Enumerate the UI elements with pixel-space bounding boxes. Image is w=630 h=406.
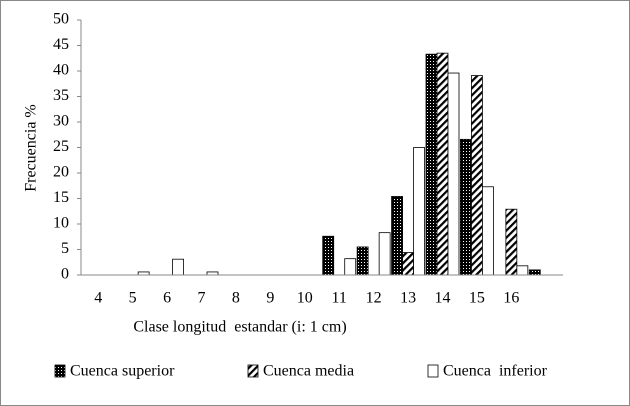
bar bbox=[413, 147, 425, 276]
bar bbox=[471, 75, 483, 276]
bar bbox=[460, 138, 472, 276]
y-tick-label: 0 bbox=[61, 266, 69, 283]
bar bbox=[482, 186, 494, 276]
bar bbox=[447, 72, 460, 276]
bar bbox=[344, 258, 357, 276]
y-tick-label: 40 bbox=[53, 62, 69, 79]
bar bbox=[356, 246, 369, 276]
legend-label: Cuenca superior bbox=[70, 363, 175, 380]
y-tick-label: 25 bbox=[53, 138, 69, 155]
legend-marker bbox=[247, 364, 259, 378]
x-tick-label: 10 bbox=[297, 290, 313, 307]
x-tick-label: 16 bbox=[503, 290, 519, 307]
bar bbox=[322, 235, 335, 276]
x-tick-label: 11 bbox=[332, 290, 347, 307]
bar bbox=[436, 52, 449, 276]
x-tick-label: 15 bbox=[469, 290, 485, 307]
x-tick-label: 14 bbox=[435, 290, 451, 307]
y-tick-label: 35 bbox=[53, 87, 69, 104]
y-tick-label: 50 bbox=[53, 11, 69, 28]
y-tick-label: 5 bbox=[61, 240, 69, 257]
bar bbox=[378, 232, 391, 276]
y-tick-label: 15 bbox=[53, 189, 69, 206]
legend-marker bbox=[54, 364, 66, 378]
x-axis-label: Clase longitud estandar (i: 1 cm) bbox=[133, 319, 346, 336]
bar bbox=[516, 265, 529, 276]
bar bbox=[505, 208, 518, 276]
y-tick-label: 10 bbox=[53, 215, 69, 232]
bar bbox=[391, 196, 403, 276]
legend-label: Cuenca media bbox=[263, 363, 354, 380]
bar bbox=[425, 53, 438, 276]
legend-label: Cuenca inferior bbox=[443, 363, 548, 380]
y-tick-label: 45 bbox=[53, 36, 69, 53]
bar bbox=[402, 252, 414, 276]
y-axis-label: Frecuencia % bbox=[23, 104, 40, 192]
x-tick-label: 7 bbox=[198, 290, 206, 307]
x-tick-label: 9 bbox=[266, 290, 274, 307]
x-tick-label: 8 bbox=[232, 290, 240, 307]
y-tick-label: 20 bbox=[53, 164, 69, 181]
x-tick-label: 12 bbox=[366, 290, 382, 307]
x-tick-label: 13 bbox=[400, 290, 416, 307]
x-tick-label: 5 bbox=[129, 290, 137, 307]
x-tick-label: 6 bbox=[163, 290, 171, 307]
bar bbox=[528, 269, 541, 276]
bar bbox=[172, 258, 184, 276]
x-tick-label: 4 bbox=[94, 290, 102, 307]
y-tick-label: 30 bbox=[53, 113, 69, 130]
legend-marker bbox=[427, 364, 439, 378]
